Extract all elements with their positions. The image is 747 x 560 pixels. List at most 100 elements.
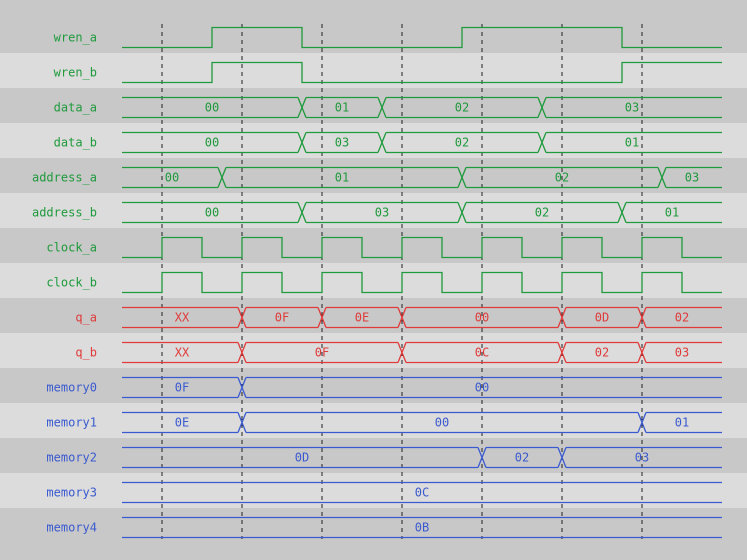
signal-label: clock_b <box>46 276 97 290</box>
signal-label: wren_a <box>54 31 97 45</box>
bus-value: 02 <box>515 451 529 465</box>
signal-q_a: q_a XX 0F 0E 00 0D 02 <box>75 306 722 329</box>
signal-clock_b: clock_b <box>46 271 722 294</box>
signal-label: clock_a <box>46 241 97 255</box>
bus-segment <box>557 306 638 329</box>
bus-segment <box>637 306 722 329</box>
signal-memory1: memory1 0E 00 01 <box>46 411 722 434</box>
bus-value: 01 <box>625 136 639 150</box>
signal-label: data_b <box>54 136 97 150</box>
bus-segment <box>217 166 458 189</box>
bus-segment <box>377 131 538 154</box>
bus-value: 0B <box>415 521 429 535</box>
bit-waveform <box>122 61 722 84</box>
bus-value: 01 <box>665 206 679 220</box>
signal-label: q_b <box>75 346 97 360</box>
signal-data_a: data_a 00 01 02 03 <box>54 96 722 119</box>
bus-segment <box>537 131 722 154</box>
signal-wren_b: wren_b <box>54 61 722 84</box>
bus-segment <box>557 446 722 469</box>
bus-value: 00 <box>165 171 179 185</box>
bus-segment <box>122 481 722 504</box>
bus-value: 02 <box>595 346 609 360</box>
bus-value: 02 <box>675 311 689 325</box>
bus-segment <box>537 96 722 119</box>
bus-value: 00 <box>205 101 219 115</box>
signal-address_a: address_a 00 01 02 03 <box>32 166 722 189</box>
signal-clock_a: clock_a <box>46 236 722 259</box>
bus-segment <box>617 201 722 224</box>
bus-value: 02 <box>555 171 569 185</box>
bus-value: 00 <box>435 416 449 430</box>
bit-waveform <box>122 26 722 49</box>
bus-segment <box>122 96 298 119</box>
signal-label: memory1 <box>46 416 97 430</box>
clock-waveform <box>122 271 722 294</box>
bus-value: 0F <box>175 381 189 395</box>
bus-value: 03 <box>335 136 349 150</box>
bus-segment <box>637 341 722 364</box>
bus-value: XX <box>175 311 190 325</box>
bus-value: 02 <box>535 206 549 220</box>
bus-value: 0D <box>295 451 309 465</box>
bus-segment <box>297 96 378 119</box>
bus-segment <box>122 201 298 224</box>
bus-value: 0E <box>175 416 189 430</box>
bus-segment <box>557 341 638 364</box>
bus-value: 0F <box>275 311 289 325</box>
signal-memory2: memory2 0D 02 03 <box>46 446 722 469</box>
bus-segment <box>237 341 398 364</box>
bus-value: 03 <box>375 206 389 220</box>
signal-label: q_a <box>75 311 97 325</box>
bus-segment <box>237 411 638 434</box>
signal-memory4: memory4 0B <box>46 516 722 539</box>
bus-segment <box>377 96 538 119</box>
bus-value: 0F <box>315 346 329 360</box>
signal-label: memory3 <box>46 486 97 500</box>
bus-segment <box>477 446 558 469</box>
bus-value: 0D <box>595 311 609 325</box>
bus-segment <box>397 341 558 364</box>
signal-memory0: memory0 0F 00 <box>46 376 722 399</box>
bus-value: 03 <box>635 451 649 465</box>
bus-segment <box>317 306 398 329</box>
bus-segment <box>122 131 298 154</box>
bus-value: 00 <box>475 311 489 325</box>
signal-label: memory0 <box>46 381 97 395</box>
bus-value: 01 <box>675 416 689 430</box>
bus-value: 02 <box>455 101 469 115</box>
bus-value: 01 <box>335 171 349 185</box>
signal-memory3: memory3 0C <box>46 481 722 504</box>
bus-segment <box>397 306 558 329</box>
bus-value: 00 <box>205 206 219 220</box>
signal-q_b: q_b XX 0F 0C 02 03 <box>75 341 722 364</box>
bus-value: 03 <box>625 101 639 115</box>
bus-segment <box>237 306 318 329</box>
signal-label: wren_b <box>54 66 97 80</box>
bus-segment <box>457 166 658 189</box>
bus-value: 03 <box>685 171 699 185</box>
bus-segment <box>122 446 478 469</box>
bus-segment <box>122 516 722 539</box>
signal-label: data_a <box>54 101 97 115</box>
signal-label: memory4 <box>46 521 97 535</box>
bus-segment <box>637 411 722 434</box>
signal-wren_a: wren_a <box>54 26 722 49</box>
signal-data_b: data_b 00 03 02 01 <box>54 131 722 154</box>
signal-label: memory2 <box>46 451 97 465</box>
bus-value: 03 <box>675 346 689 360</box>
signal-label: address_a <box>32 171 97 185</box>
bus-segment <box>122 166 218 189</box>
bus-segment <box>122 306 238 329</box>
bus-value: 02 <box>455 136 469 150</box>
bus-segment <box>122 411 238 434</box>
bus-segment <box>297 131 378 154</box>
bus-segment <box>297 201 458 224</box>
bus-value: 0E <box>355 311 369 325</box>
bus-segment <box>122 341 238 364</box>
bus-value: XX <box>175 346 190 360</box>
signal-address_b: address_b 00 03 02 01 <box>32 201 722 224</box>
bus-value: 00 <box>205 136 219 150</box>
bus-segment <box>237 376 722 399</box>
